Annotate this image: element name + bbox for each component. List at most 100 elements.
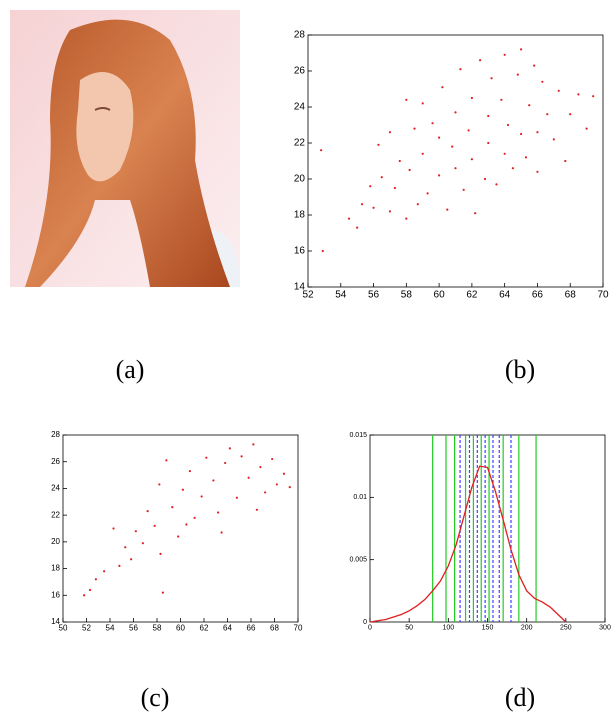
point bbox=[557, 89, 560, 92]
point bbox=[516, 73, 519, 76]
y-tick-label: 16 bbox=[294, 246, 306, 257]
y-tick-label: 20 bbox=[294, 174, 306, 185]
y-tick-label: 22 bbox=[51, 510, 60, 519]
y-tick-label: 26 bbox=[294, 66, 306, 77]
point bbox=[546, 113, 549, 116]
x-tick-label: 68 bbox=[270, 624, 279, 633]
point bbox=[500, 98, 503, 101]
x-tick-label: 70 bbox=[597, 290, 609, 301]
point bbox=[438, 174, 441, 177]
point bbox=[347, 217, 351, 220]
point bbox=[372, 206, 375, 209]
y-tick-label: 24 bbox=[51, 484, 60, 493]
y-tick-label: 0.01 bbox=[353, 494, 367, 501]
point bbox=[377, 143, 380, 146]
x-tick-label: 54 bbox=[106, 624, 115, 633]
point bbox=[388, 210, 392, 213]
x-tick-label: 52 bbox=[82, 624, 91, 633]
plot-frame bbox=[369, 434, 606, 623]
x-tick-label: 250 bbox=[560, 624, 572, 631]
caption: (c) bbox=[141, 683, 170, 712]
x-tick-label: 54 bbox=[335, 290, 347, 301]
point bbox=[388, 131, 392, 134]
point bbox=[454, 111, 457, 114]
point bbox=[592, 95, 595, 98]
point bbox=[259, 465, 262, 469]
point bbox=[416, 203, 419, 206]
point bbox=[405, 98, 408, 101]
x-tick-label: 50 bbox=[59, 624, 68, 633]
point bbox=[255, 508, 258, 511]
point bbox=[188, 469, 191, 473]
point bbox=[275, 483, 278, 486]
photo bbox=[10, 10, 240, 287]
point bbox=[528, 104, 531, 107]
y-tick-label: 28 bbox=[51, 430, 60, 439]
y-tick-label: 14 bbox=[51, 617, 60, 626]
y-tick-label: 20 bbox=[51, 537, 60, 546]
point bbox=[380, 176, 383, 179]
point bbox=[181, 488, 184, 491]
point bbox=[398, 159, 401, 163]
point bbox=[393, 186, 396, 190]
x-tick-label: 62 bbox=[200, 624, 209, 633]
point bbox=[159, 552, 162, 555]
point bbox=[235, 496, 238, 499]
point bbox=[118, 564, 121, 568]
point bbox=[247, 476, 250, 479]
y-tick-label: 0.005 bbox=[349, 557, 367, 564]
x-tick-label: 100 bbox=[442, 624, 454, 631]
point bbox=[130, 558, 133, 561]
point bbox=[569, 113, 572, 116]
plot-frame bbox=[62, 434, 299, 623]
point bbox=[487, 141, 490, 145]
y-tick-label: 14 bbox=[294, 282, 306, 293]
point bbox=[511, 167, 514, 170]
x-tick-label: 300 bbox=[599, 624, 611, 631]
point bbox=[533, 64, 536, 67]
point bbox=[94, 578, 97, 581]
point bbox=[467, 129, 470, 132]
plot-frame bbox=[307, 34, 604, 288]
point bbox=[506, 123, 510, 127]
point bbox=[519, 48, 523, 51]
point bbox=[153, 524, 156, 527]
point bbox=[408, 168, 411, 172]
point bbox=[541, 80, 544, 83]
point bbox=[441, 86, 444, 89]
y-tick-label: 24 bbox=[294, 102, 306, 113]
y-tick-label: 28 bbox=[294, 30, 306, 41]
point bbox=[171, 506, 174, 509]
point bbox=[185, 523, 188, 526]
point bbox=[124, 546, 127, 549]
point bbox=[483, 177, 487, 181]
point bbox=[369, 185, 372, 188]
x-tick-label: 150 bbox=[482, 624, 494, 631]
point bbox=[282, 472, 285, 475]
y-tick-label: 26 bbox=[51, 457, 60, 466]
point bbox=[205, 456, 208, 459]
point bbox=[165, 459, 168, 462]
point bbox=[470, 96, 473, 100]
x-tick-label: 56 bbox=[129, 624, 138, 633]
y-tick-label: 18 bbox=[294, 210, 306, 221]
y-tick-label: 22 bbox=[294, 138, 306, 149]
point bbox=[320, 149, 323, 152]
x-tick-label: 52 bbox=[302, 290, 314, 301]
point bbox=[200, 495, 203, 498]
point bbox=[88, 588, 92, 592]
point bbox=[217, 511, 220, 514]
caption: (d) bbox=[505, 683, 535, 712]
y-tick-label: 0 bbox=[363, 619, 367, 626]
point bbox=[421, 102, 424, 105]
line bbox=[369, 465, 567, 623]
x-tick-label: 50 bbox=[405, 624, 413, 631]
point bbox=[519, 132, 523, 136]
point bbox=[431, 122, 434, 125]
x-tick-label: 68 bbox=[565, 290, 577, 301]
point bbox=[228, 447, 231, 450]
point bbox=[451, 145, 454, 148]
x-tick-label: 70 bbox=[294, 624, 303, 633]
point bbox=[177, 535, 180, 538]
point bbox=[288, 485, 291, 489]
